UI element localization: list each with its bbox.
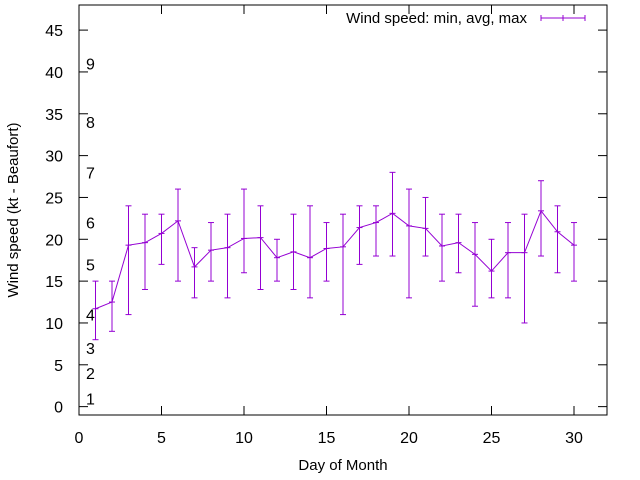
y-axis-title: Wind speed (kt - Beaufort) [5, 122, 22, 297]
data-point [257, 205, 264, 290]
data-point [224, 213, 231, 299]
data-point [422, 196, 429, 257]
data-point [241, 188, 247, 274]
data-point [554, 205, 561, 274]
y-tick-label: 35 [45, 107, 63, 124]
legend-entry-sample [540, 15, 586, 21]
series-layer [92, 171, 577, 341]
beaufort-label: 2 [86, 366, 95, 383]
data-point [307, 205, 313, 299]
data-point [505, 222, 511, 299]
beaufort-label: 9 [86, 57, 95, 74]
y-tick-label: 20 [45, 232, 63, 249]
data-point [191, 247, 198, 299]
y-tick-label: 0 [54, 400, 63, 417]
data-point [158, 213, 165, 265]
data-point [92, 280, 99, 341]
data-point [323, 222, 330, 282]
data-point [406, 188, 412, 299]
data-point [125, 205, 132, 316]
x-tick-label: 10 [235, 430, 253, 447]
data-point [175, 188, 181, 282]
y-tick-label: 10 [45, 316, 63, 333]
y-tick-label: 45 [45, 23, 63, 40]
beaufort-label: 3 [86, 341, 95, 358]
data-point [142, 213, 148, 290]
x-axis-title: Day of Month [298, 457, 387, 474]
data-point [571, 222, 577, 282]
x-tick-label: 20 [400, 430, 418, 447]
data-point [208, 222, 214, 282]
x-tick-label: 25 [483, 430, 501, 447]
beaufort-labels: 1 2 3 4 5 6 7 8 9 [86, 57, 95, 409]
legend-entry-label: Wind speed: min, avg, max [346, 10, 527, 27]
x-tick-label: 15 [318, 430, 336, 447]
x-tick-label: 30 [565, 430, 583, 447]
legend: Wind speed: min, avg, max [346, 10, 586, 27]
y-tick-label: 30 [45, 149, 63, 166]
series-line [95, 209, 575, 310]
data-point [488, 238, 495, 299]
data-point [340, 213, 346, 316]
beaufort-label: 4 [86, 308, 95, 325]
data-point [356, 205, 363, 265]
data-point [274, 238, 280, 282]
beaufort-label: 5 [86, 257, 95, 274]
data-point [521, 213, 528, 324]
y-tick-label: 25 [45, 190, 63, 207]
data-point [373, 205, 379, 257]
plot-frame [78, 4, 608, 416]
y-tick-label: 5 [54, 358, 63, 375]
beaufort-label: 8 [86, 115, 95, 132]
y-tick-label: 15 [45, 274, 63, 291]
data-point [290, 213, 297, 290]
data-point [389, 171, 396, 257]
beaufort-label: 7 [86, 165, 95, 182]
x-tick-label: 5 [157, 430, 166, 447]
beaufort-label: 1 [86, 391, 95, 408]
data-point [472, 222, 478, 307]
beaufort-label: 6 [86, 216, 95, 233]
data-point [439, 213, 445, 282]
data-point [455, 213, 462, 274]
data-point [538, 180, 544, 257]
data-point [109, 280, 115, 332]
x-tick-label: 0 [75, 430, 84, 447]
y-tick-label: 40 [45, 65, 63, 82]
